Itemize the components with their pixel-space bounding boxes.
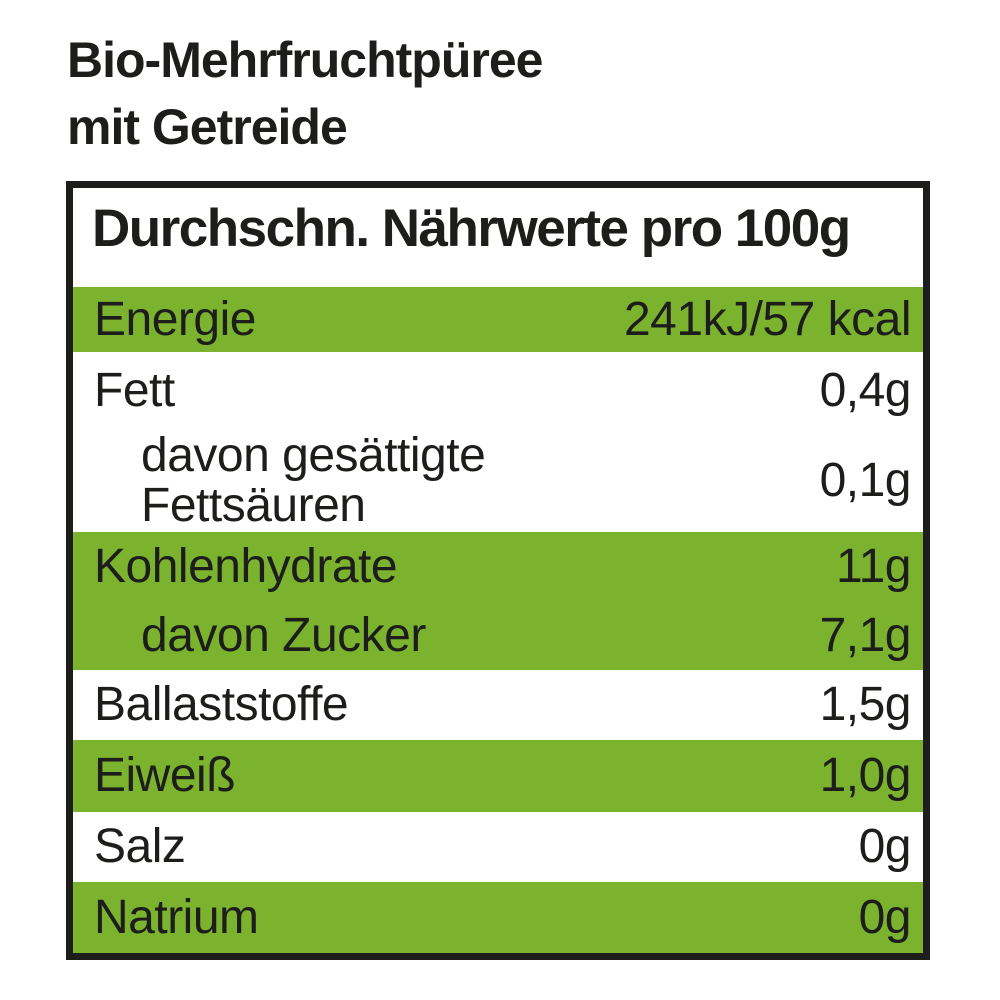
product-title-line2: mit Getreide (67, 99, 348, 155)
row-value: 1,5g (819, 678, 912, 731)
table-row: Salz 0g (73, 812, 923, 882)
row-value: 241kJ/57 kcal (623, 292, 912, 346)
table-row: davon gesättigte Fettsäuren 0,1g (73, 430, 923, 532)
table-rows: Energie 241kJ/57 kcal Fett 0,4g davon gesätt… (73, 287, 923, 953)
row-value: 0g (858, 890, 912, 944)
table-row: Energie 241kJ/57 kcal (73, 287, 923, 352)
row-label: Eiweiß (94, 749, 236, 802)
table-row: davon Zucker 7,1g (73, 602, 923, 670)
table-row: Kohlenhydrate 11g (73, 532, 923, 602)
row-label: davon gesättigte Fettsäuren (141, 429, 486, 532)
row-value: 0,1g (819, 454, 912, 507)
row-label: Energie (94, 292, 256, 346)
row-label: davon Zucker (141, 609, 426, 662)
row-value: 7,1g (819, 609, 912, 662)
table-row: Natrium 0g (73, 882, 923, 953)
row-label: Ballaststoffe (94, 678, 349, 731)
row-label: Kohlenhydrate (94, 540, 398, 593)
table-row: Fett 0,4g (73, 352, 923, 430)
row-value: 1,0g (819, 749, 912, 802)
row-label: Natrium (94, 890, 259, 944)
row-value: 0,4g (819, 364, 912, 417)
table-header: Durchschn. Nährwerte pro 100g (92, 199, 851, 258)
row-value: 0g (858, 820, 912, 873)
product-title-line1: Bio-Mehrfruchtpüree (67, 32, 543, 88)
table-row: Eiweiß 1,0g (73, 740, 923, 812)
table-row: Ballaststoffe 1,5g (73, 670, 923, 740)
row-label: Salz (94, 820, 186, 873)
product-title: Bio-Mehrfruchtpüree mit Getreide (67, 27, 543, 161)
nutrition-table: Durchschn. Nährwerte pro 100g Energie 241… (66, 181, 930, 960)
row-label: Fett (94, 364, 175, 417)
row-value: 11g (835, 540, 912, 593)
